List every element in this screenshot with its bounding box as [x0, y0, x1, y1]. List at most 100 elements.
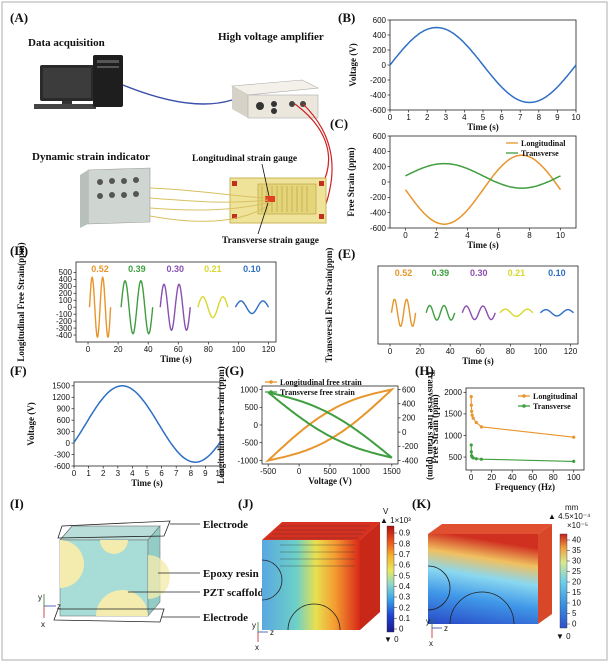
x-tick-label: 7	[174, 469, 179, 478]
loop-transverse	[267, 391, 393, 459]
k-tick-label: 30	[572, 557, 581, 566]
label-epoxy-resin: Epoxy resin	[203, 568, 259, 580]
j-tick-label: 0.5	[399, 571, 411, 580]
wire-yellow-1	[149, 187, 267, 199]
y-tick-label: -400	[56, 331, 73, 340]
svg-text:y: y	[38, 593, 42, 602]
amplitude-annotation: 0.52	[395, 268, 413, 278]
y-tick-label: 500	[449, 453, 463, 462]
amplitude-annotation: 0.39	[128, 264, 146, 274]
y-tick-label: -200	[370, 193, 387, 202]
j-tick-label: 0.9	[399, 529, 411, 538]
panel-h-label: (H)	[415, 363, 434, 378]
legend-marker	[522, 404, 526, 408]
electrode-bottom	[53, 608, 165, 623]
svg-text:y: y	[252, 621, 256, 630]
series-line	[389, 26, 577, 104]
panel-j-label: (J)	[238, 496, 253, 511]
j-colorbar	[386, 525, 395, 633]
panel-j-potential-field: V ▲ 1×10³ 0.90.8 0.7 0.60.5 0.4 0.30.2 0.1 0 ▼…	[252, 507, 411, 652]
k-front-face	[428, 534, 538, 624]
x-tick-label: 0	[403, 231, 408, 240]
y-tick-label: 500	[245, 403, 259, 412]
x-tick-label: 40	[446, 347, 455, 356]
svg-text:x: x	[41, 620, 45, 629]
y-tick-label: 400	[373, 147, 387, 156]
x-tick-label: 8	[189, 469, 194, 478]
cable-computer-amplifier	[122, 84, 233, 105]
y-tick-label: 0	[382, 178, 387, 187]
panel-i-model: Electrode Epoxy resin PZT scaffold Elect…	[38, 519, 264, 629]
x-axis-title: Voltage (V)	[308, 476, 351, 486]
plot-frame-G	[261, 385, 399, 465]
x-tick-label: 6	[159, 469, 164, 478]
label-pzt-scaffold: PZT scaffold	[203, 587, 264, 599]
amplitude-annotation: 0.39	[432, 268, 450, 278]
loop-longitudinal	[264, 387, 396, 463]
series-burst	[88, 276, 112, 338]
wire-red-1	[294, 103, 330, 186]
panel-k-label: (K)	[412, 496, 431, 511]
j-tick-label: 0.2	[399, 603, 411, 612]
y-axis-title: Free Strain (ppm)	[346, 147, 356, 216]
k-side-face	[538, 524, 552, 624]
k-tick-label: 20	[572, 578, 581, 587]
x-tick-label: 9	[555, 113, 560, 122]
x-tick-label: 20	[416, 347, 425, 356]
y-axis-title: Voltage (V)	[348, 43, 358, 86]
electrode-top	[57, 520, 171, 539]
y-axis-title: Transversal Free Strain(ppm)	[324, 248, 334, 363]
x-tick-label: 9	[203, 469, 208, 478]
pzt-top	[100, 540, 128, 554]
strain-gauge-board	[229, 177, 327, 224]
y-tick-label: 100	[59, 296, 73, 305]
y-tick-label: 400	[59, 275, 73, 284]
x-tick-label: 60	[528, 473, 537, 482]
series-line	[73, 385, 221, 463]
x-tick-label: 0	[388, 113, 393, 122]
svg-text:z: z	[444, 624, 448, 633]
amplitude-annotation: 0.52	[91, 264, 109, 274]
svg-text:y: y	[426, 617, 430, 626]
data-point	[469, 443, 473, 447]
k-tick-label: 35	[572, 546, 581, 555]
x-tick-label: 8	[537, 113, 542, 122]
y-tick-label: 600	[57, 416, 71, 425]
x-tick-label: 4	[130, 469, 135, 478]
label-transverse-gauge: Transverse strain gauge	[222, 236, 319, 246]
x-tick-label: 10	[216, 469, 225, 478]
j-tick-label: 0.3	[399, 593, 411, 602]
y-tick-label: -400	[370, 208, 387, 217]
data-point	[471, 456, 475, 460]
data-point	[470, 409, 474, 413]
x-tick-label: 100	[232, 345, 246, 354]
y2-tick-label: 600	[402, 385, 416, 394]
j-bottom: ▼ 0	[384, 635, 399, 644]
y-tick-label: -200	[56, 317, 73, 326]
y-tick-label: 300	[59, 282, 73, 291]
x-axis-title: Time (s)	[131, 478, 163, 488]
x-tick-label: 2	[101, 469, 106, 478]
x-tick-label: 1500	[383, 467, 401, 476]
x-tick-label: 120	[262, 345, 276, 354]
legend-entry: Longitudinal free strain	[280, 378, 362, 387]
y-axis-title: Free Strain (ppm)	[430, 394, 440, 463]
panel-b-label: (B)	[338, 10, 355, 25]
svg-text:z: z	[270, 628, 274, 637]
pzt-left	[60, 540, 84, 588]
chart-d-longitudinal: 0 20 40 60 80 100 120-400-300-200-100010020030…	[16, 242, 277, 364]
data-point	[469, 450, 473, 454]
k-tick-label: 25	[572, 567, 581, 576]
label-electrode-bottom: Electrode	[203, 612, 248, 624]
y-tick-label: 1000	[240, 385, 258, 394]
x-axis-title: Frequency (Hz)	[495, 482, 555, 492]
y-tick-label: 300	[57, 427, 71, 436]
k-tick-label: 40	[572, 536, 581, 545]
data-point	[479, 425, 483, 429]
strain-indicator-icon	[80, 167, 151, 228]
chart-b-voltage: 0 1 2 3 4 5 6 7 8 9 10 -600 -400 -200 0 200 400 600 Time (…	[348, 16, 581, 132]
label-electrode-top: Electrode	[203, 519, 248, 531]
panel-a-label: (A)	[10, 10, 28, 25]
j-tick-label: 0.1	[399, 614, 411, 623]
